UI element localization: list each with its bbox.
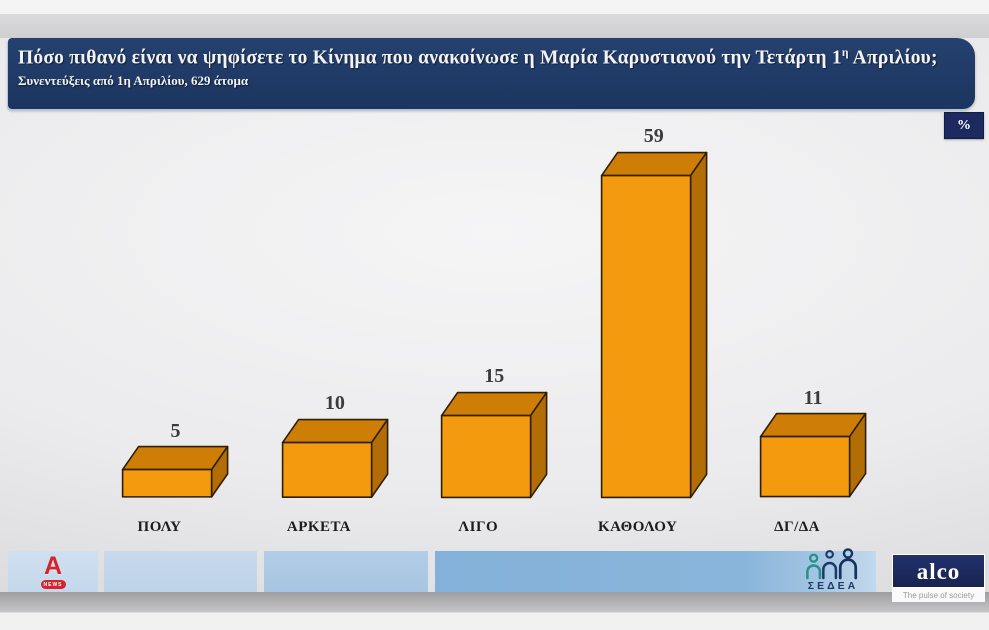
bar-value-label: 5 [170, 419, 181, 442]
bottom-light-strip [0, 612, 989, 630]
bar-top-face [122, 445, 229, 471]
bar-category-label: ΑΡΚΕΤΑ [286, 519, 351, 535]
question-title-text: Πόσο πιθανό είναι να ψηφίσετε το Κίνημα … [18, 47, 842, 69]
bar-value-label: 11 [803, 386, 823, 409]
alpha-news-logo: A NEWS [36, 553, 70, 591]
footer-bar-segment [104, 551, 257, 592]
sedea-logo: ΣΕΔΕΑ [800, 548, 866, 592]
percent-unit-badge: % [944, 112, 984, 139]
question-title-tail: Απριλίου; [848, 47, 938, 69]
bar-front-face [600, 174, 691, 498]
bar-3d [440, 391, 548, 498]
top-gray-strip [0, 14, 989, 38]
bar-side-face [689, 151, 707, 498]
bar-top-face [759, 413, 867, 438]
question-title-superscript: η [841, 46, 849, 59]
bar-3d [122, 445, 229, 498]
bar-category-label: ΛΙΓΟ [458, 519, 499, 535]
alco-logo: alco [892, 554, 985, 588]
question-title: Πόσο πιθανό είναι να ψηφίσετε το Κίνημα … [18, 46, 963, 70]
bar-front-face [281, 441, 373, 498]
alco-tagline: The pulse of society [892, 588, 985, 602]
footer-bar-segment [264, 551, 428, 592]
bar-value-label: 10 [324, 392, 345, 415]
top-white-strip [0, 0, 989, 14]
bar-value-label: 59 [643, 125, 664, 148]
chart-background [0, 38, 989, 592]
bar-category-label: ΚΑΘΟΛΟΥ [598, 519, 678, 535]
bar-3d [600, 151, 707, 498]
question-banner: Πόσο πιθανό είναι να ψηφίσετε το Κίνημα … [8, 38, 975, 109]
alco-wordmark: alco [916, 558, 961, 584]
bar-front-face [759, 436, 851, 498]
bar-top-face [281, 418, 389, 444]
bar-value-label: 15 [484, 365, 505, 388]
sedea-label: ΣΕΔΕΑ [807, 580, 859, 592]
alpha-a-icon: A [43, 552, 63, 580]
bar-3d [759, 413, 867, 498]
survey-subtitle: Συνεντεύξεις από 1η Απριλίου, 629 άτομα [18, 72, 249, 88]
bar-top-face [440, 391, 548, 416]
bar-front-face [440, 414, 532, 498]
sedea-people-icon [806, 548, 858, 580]
bottom-gray-strip [0, 592, 989, 612]
bar-category-label: ΔΓ/ΔΑ [774, 519, 821, 535]
bar-front-face [122, 468, 213, 498]
bar-top-face [600, 151, 707, 176]
bar-3d [281, 418, 389, 498]
footer-bar-segment [435, 551, 876, 592]
alpha-news-pill: NEWS [40, 580, 66, 589]
bar-category-label: ΠΟΛΥ [137, 519, 182, 535]
